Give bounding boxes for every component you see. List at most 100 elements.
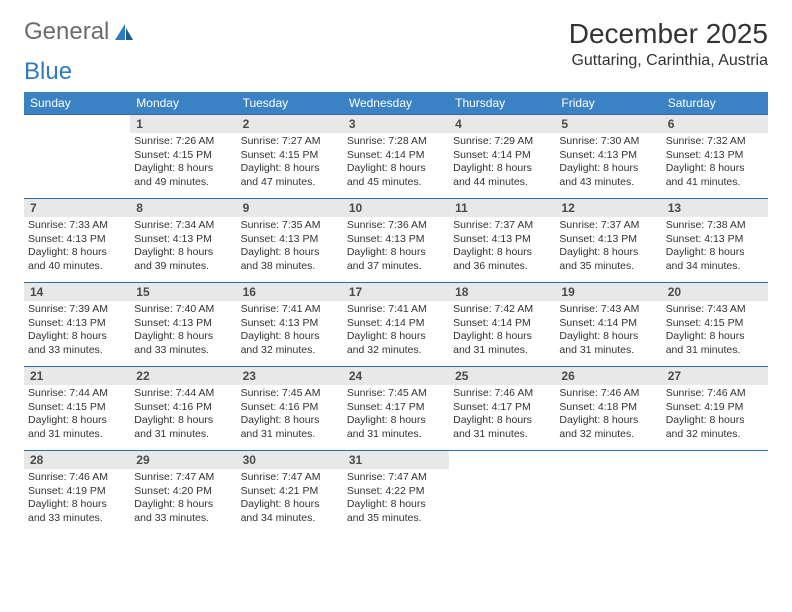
month-title: December 2025 (569, 18, 768, 50)
calendar-row: 28Sunrise: 7:46 AMSunset: 4:19 PMDayligh… (24, 451, 768, 535)
day-details: Sunrise: 7:44 AMSunset: 4:15 PMDaylight:… (28, 387, 126, 442)
day-number: 31 (343, 451, 449, 469)
day-details: Sunrise: 7:46 AMSunset: 4:19 PMDaylight:… (666, 387, 764, 442)
day-number: 26 (555, 367, 661, 385)
weekday-header: Tuesday (237, 92, 343, 115)
calendar-cell: 9Sunrise: 7:35 AMSunset: 4:13 PMDaylight… (237, 199, 343, 283)
calendar-cell: 18Sunrise: 7:42 AMSunset: 4:14 PMDayligh… (449, 283, 555, 367)
day-details: Sunrise: 7:29 AMSunset: 4:14 PMDaylight:… (453, 135, 551, 190)
calendar-cell: 29 Sunrise: 7:47 AMSunset: 4:20 PMDayligh… (130, 451, 236, 535)
logo-sail-icon (113, 22, 135, 42)
calendar-cell: 8 Sunrise: 7:34 AMSunset: 4:13 PMDaylight… (130, 199, 236, 283)
day-number: 4 (449, 115, 555, 133)
day-number: 13 (662, 199, 768, 217)
day-details: Sunrise: 7:27 AMSunset: 4:15 PMDaylight:… (241, 135, 339, 190)
weekday-header: Friday (555, 92, 661, 115)
day-details: Sunrise: 7:47 AMSunset: 4:22 PMDaylight:… (347, 471, 445, 526)
day-details: Sunrise: 7:36 AMSunset: 4:13 PMDaylight:… (347, 219, 445, 274)
calendar-cell: 11 Sunrise: 7:37 AMSunset: 4:13 PMDayligh… (449, 199, 555, 283)
day-details: Sunrise: 7:47 AMSunset: 4:20 PMDaylight:… (134, 471, 232, 526)
weekday-header: Sunday (24, 92, 130, 115)
day-number: 29 (130, 451, 236, 469)
day-number: 21 (24, 367, 130, 385)
day-number: 2 (237, 115, 343, 133)
calendar-cell: 17Sunrise: 7:41 AMSunset: 4:14 PMDayligh… (343, 283, 449, 367)
calendar-cell: 21 Sunrise: 7:44 AMSunset: 4:15 PMDayligh… (24, 367, 130, 451)
day-details: Sunrise: 7:40 AMSunset: 4:13 PMDaylight:… (134, 303, 232, 358)
day-details: Sunrise: 7:28 AMSunset: 4:14 PMDaylight:… (347, 135, 445, 190)
calendar-row: 14 Sunrise: 7:39 AMSunset: 4:13 PMDayligh… (24, 283, 768, 367)
calendar-cell: 10 Sunrise: 7:36 AMSunset: 4:13 PMDayligh… (343, 199, 449, 283)
day-number: 16 (237, 283, 343, 301)
calendar-cell: 2 Sunrise: 7:27 AMSunset: 4:15 PMDaylight… (237, 115, 343, 199)
day-number: 1 (130, 115, 236, 133)
calendar-cell: 6 Sunrise: 7:32 AMSunset: 4:13 PMDaylight… (662, 115, 768, 199)
calendar-body: 1Sunrise: 7:26 AMSunset: 4:15 PMDaylight… (24, 115, 768, 535)
logo-word2: Blue (24, 58, 768, 86)
day-details: Sunrise: 7:32 AMSunset: 4:13 PMDaylight:… (666, 135, 764, 190)
day-number: 14 (24, 283, 130, 301)
day-number: 19 (555, 283, 661, 301)
calendar-cell: 5 Sunrise: 7:30 AMSunset: 4:13 PMDaylight… (555, 115, 661, 199)
calendar-row: 7 Sunrise: 7:33 AMSunset: 4:13 PMDaylight… (24, 199, 768, 283)
calendar-cell: 26Sunrise: 7:46 AMSunset: 4:18 PMDayligh… (555, 367, 661, 451)
day-number: 5 (555, 115, 661, 133)
day-number: 8 (130, 199, 236, 217)
weekday-header: Saturday (662, 92, 768, 115)
day-details: Sunrise: 7:38 AMSunset: 4:13 PMDaylight:… (666, 219, 764, 274)
day-details: Sunrise: 7:46 AMSunset: 4:17 PMDaylight:… (453, 387, 551, 442)
weekday-header: Monday (130, 92, 236, 115)
day-details: Sunrise: 7:33 AMSunset: 4:13 PMDaylight:… (28, 219, 126, 274)
calendar-cell: 28Sunrise: 7:46 AMSunset: 4:19 PMDayligh… (24, 451, 130, 535)
calendar-cell: 25 Sunrise: 7:46 AMSunset: 4:17 PMDayligh… (449, 367, 555, 451)
logo-word1: General (24, 18, 109, 46)
day-details: Sunrise: 7:46 AMSunset: 4:19 PMDaylight:… (28, 471, 126, 526)
day-number: 6 (662, 115, 768, 133)
calendar-cell: 22 Sunrise: 7:44 AMSunset: 4:16 PMDayligh… (130, 367, 236, 451)
day-number: 22 (130, 367, 236, 385)
day-details: Sunrise: 7:45 AMSunset: 4:16 PMDaylight:… (241, 387, 339, 442)
day-details: Sunrise: 7:43 AMSunset: 4:15 PMDaylight:… (666, 303, 764, 358)
calendar-cell: 19Sunrise: 7:43 AMSunset: 4:14 PMDayligh… (555, 283, 661, 367)
calendar-cell: 13 Sunrise: 7:38 AMSunset: 4:13 PMDayligh… (662, 199, 768, 283)
calendar-cell: 14 Sunrise: 7:39 AMSunset: 4:13 PMDayligh… (24, 283, 130, 367)
day-details: Sunrise: 7:39 AMSunset: 4:13 PMDaylight:… (28, 303, 126, 358)
calendar-cell: 27 Sunrise: 7:46 AMSunset: 4:19 PMDayligh… (662, 367, 768, 451)
calendar-cell (555, 451, 661, 535)
calendar-cell: 20 Sunrise: 7:43 AMSunset: 4:15 PMDayligh… (662, 283, 768, 367)
calendar-cell: 12Sunrise: 7:37 AMSunset: 4:13 PMDayligh… (555, 199, 661, 283)
day-number: 10 (343, 199, 449, 217)
day-details: Sunrise: 7:42 AMSunset: 4:14 PMDaylight:… (453, 303, 551, 358)
day-number: 9 (237, 199, 343, 217)
day-number: 24 (343, 367, 449, 385)
weekday-header: Thursday (449, 92, 555, 115)
day-details: Sunrise: 7:44 AMSunset: 4:16 PMDaylight:… (134, 387, 232, 442)
calendar-cell (662, 451, 768, 535)
calendar-cell: 16 Sunrise: 7:41 AMSunset: 4:13 PMDayligh… (237, 283, 343, 367)
day-details: Sunrise: 7:45 AMSunset: 4:17 PMDaylight:… (347, 387, 445, 442)
day-number: 20 (662, 283, 768, 301)
day-number: 3 (343, 115, 449, 133)
calendar-cell: 23Sunrise: 7:45 AMSunset: 4:16 PMDayligh… (237, 367, 343, 451)
day-number: 7 (24, 199, 130, 217)
calendar-cell: 15 Sunrise: 7:40 AMSunset: 4:13 PMDayligh… (130, 283, 236, 367)
day-number: 27 (662, 367, 768, 385)
calendar-cell: 24 Sunrise: 7:45 AMSunset: 4:17 PMDayligh… (343, 367, 449, 451)
calendar-row: 1Sunrise: 7:26 AMSunset: 4:15 PMDaylight… (24, 115, 768, 199)
day-details: Sunrise: 7:30 AMSunset: 4:13 PMDaylight:… (559, 135, 657, 190)
logo: General (24, 18, 135, 46)
calendar-cell: 7 Sunrise: 7:33 AMSunset: 4:13 PMDaylight… (24, 199, 130, 283)
day-details: Sunrise: 7:41 AMSunset: 4:13 PMDaylight:… (241, 303, 339, 358)
day-details: Sunrise: 7:34 AMSunset: 4:13 PMDaylight:… (134, 219, 232, 274)
calendar-row: 21 Sunrise: 7:44 AMSunset: 4:15 PMDayligh… (24, 367, 768, 451)
day-number: 30 (237, 451, 343, 469)
day-number: 25 (449, 367, 555, 385)
day-number: 17 (343, 283, 449, 301)
day-number: 12 (555, 199, 661, 217)
day-details: Sunrise: 7:37 AMSunset: 4:13 PMDaylight:… (453, 219, 551, 274)
calendar-table: Sunday Monday Tuesday Wednesday Thursday… (24, 92, 768, 535)
calendar-cell: 4 Sunrise: 7:29 AMSunset: 4:14 PMDaylight… (449, 115, 555, 199)
day-number: 15 (130, 283, 236, 301)
calendar-cell: 31 Sunrise: 7:47 AMSunset: 4:22 PMDayligh… (343, 451, 449, 535)
day-number: 11 (449, 199, 555, 217)
